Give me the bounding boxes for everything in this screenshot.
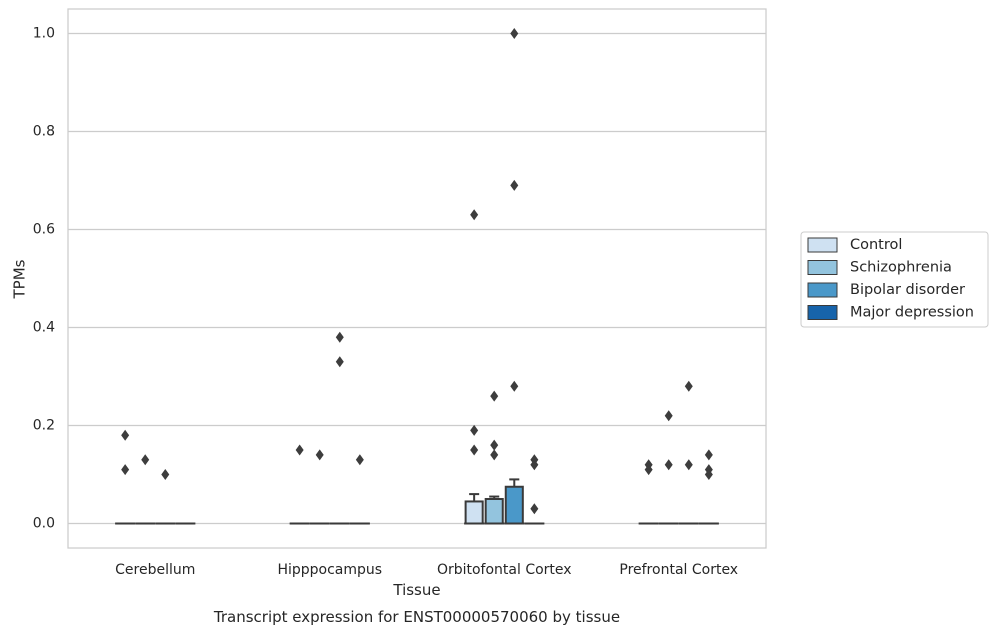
x-tick-label: Hipppocampus [277, 562, 382, 578]
outlier-point [470, 424, 479, 436]
outlier-point [335, 331, 344, 343]
legend-swatch [807, 305, 838, 320]
outlier-point [355, 454, 364, 466]
outlier-point [161, 469, 170, 480]
chart-caption: Transcript expression for ENST0000057006… [213, 608, 620, 626]
outlier-point [490, 439, 499, 451]
legend-swatch [807, 282, 838, 298]
box-schizophrenia [484, 390, 505, 525]
x-tick-label: Cerebellum [115, 562, 195, 578]
outlier-point [510, 380, 519, 392]
outlier-point [664, 459, 673, 471]
box-major-depression [349, 454, 370, 525]
y-tick-label: 0.4 [33, 320, 55, 336]
y-tick-label: 0.8 [33, 124, 55, 140]
box-major-depression [524, 454, 545, 525]
box-plots [115, 28, 719, 525]
legend: Control Schizophrenia Bipolar disorder Majo… [800, 231, 989, 328]
x-tick-labels: Cerebellum Hipppocampus Orbitofontal Corte… [115, 562, 738, 578]
box-control [115, 429, 136, 525]
y-tick-label: 0.0 [33, 516, 55, 532]
y-tick-labels: 0.0 0.2 0.4 0.6 0.8 1.0 [33, 26, 55, 532]
outlier-point [704, 449, 713, 461]
outlier-point [315, 449, 324, 461]
outlier-point [510, 28, 519, 39]
legend-label: Bipolar disorder [850, 282, 965, 298]
legend-label: Major depression [850, 305, 974, 321]
legend-swatch [807, 237, 838, 253]
box-schizophrenia [309, 449, 330, 525]
y-tick-label: 0.6 [33, 222, 55, 238]
box [504, 485, 524, 525]
box [484, 498, 504, 525]
legend-label: Schizophrenia [850, 260, 952, 276]
outlier-point [530, 459, 539, 471]
outlier-point [664, 410, 673, 422]
box-control [289, 444, 310, 525]
outlier-point [470, 444, 479, 456]
y-tick-label: 0.2 [33, 418, 55, 434]
outlier-point [335, 356, 344, 368]
outlier-point [510, 179, 519, 191]
outlier-point [704, 469, 713, 480]
outlier-point [490, 390, 499, 402]
outlier-point [295, 444, 304, 456]
outlier-point [490, 449, 499, 461]
box-schizophrenia [658, 410, 679, 525]
box-major-depression [698, 449, 719, 525]
outlier-point [470, 209, 479, 221]
x-axis-label: Tissue [392, 581, 440, 599]
box-bipolar-disorder [678, 380, 699, 525]
x-tick-label: Orbitofontal Cortex [437, 562, 572, 578]
box-schizophrenia [135, 454, 156, 525]
outlier-point [644, 464, 653, 476]
y-axis-label: TPMs [11, 259, 29, 299]
legend-swatch [807, 260, 838, 275]
outlier-point [121, 429, 130, 441]
box [464, 500, 484, 525]
x-tick-label: Prefrontal Cortex [619, 562, 738, 578]
outlier-point [121, 464, 130, 476]
legend-frame [800, 231, 989, 328]
box-bipolar-disorder [504, 28, 525, 525]
plot-area-frame [67, 8, 767, 549]
y-tick-label: 1.0 [33, 26, 55, 42]
legend-label: Control [850, 237, 902, 253]
outlier-point [530, 503, 539, 515]
box-bipolar-disorder [155, 469, 176, 525]
outlier-point [684, 459, 693, 471]
outlier-point [684, 380, 693, 392]
box-bipolar-disorder [329, 331, 350, 525]
box-control [638, 459, 659, 525]
box-control [464, 209, 485, 525]
outlier-point [141, 454, 150, 466]
